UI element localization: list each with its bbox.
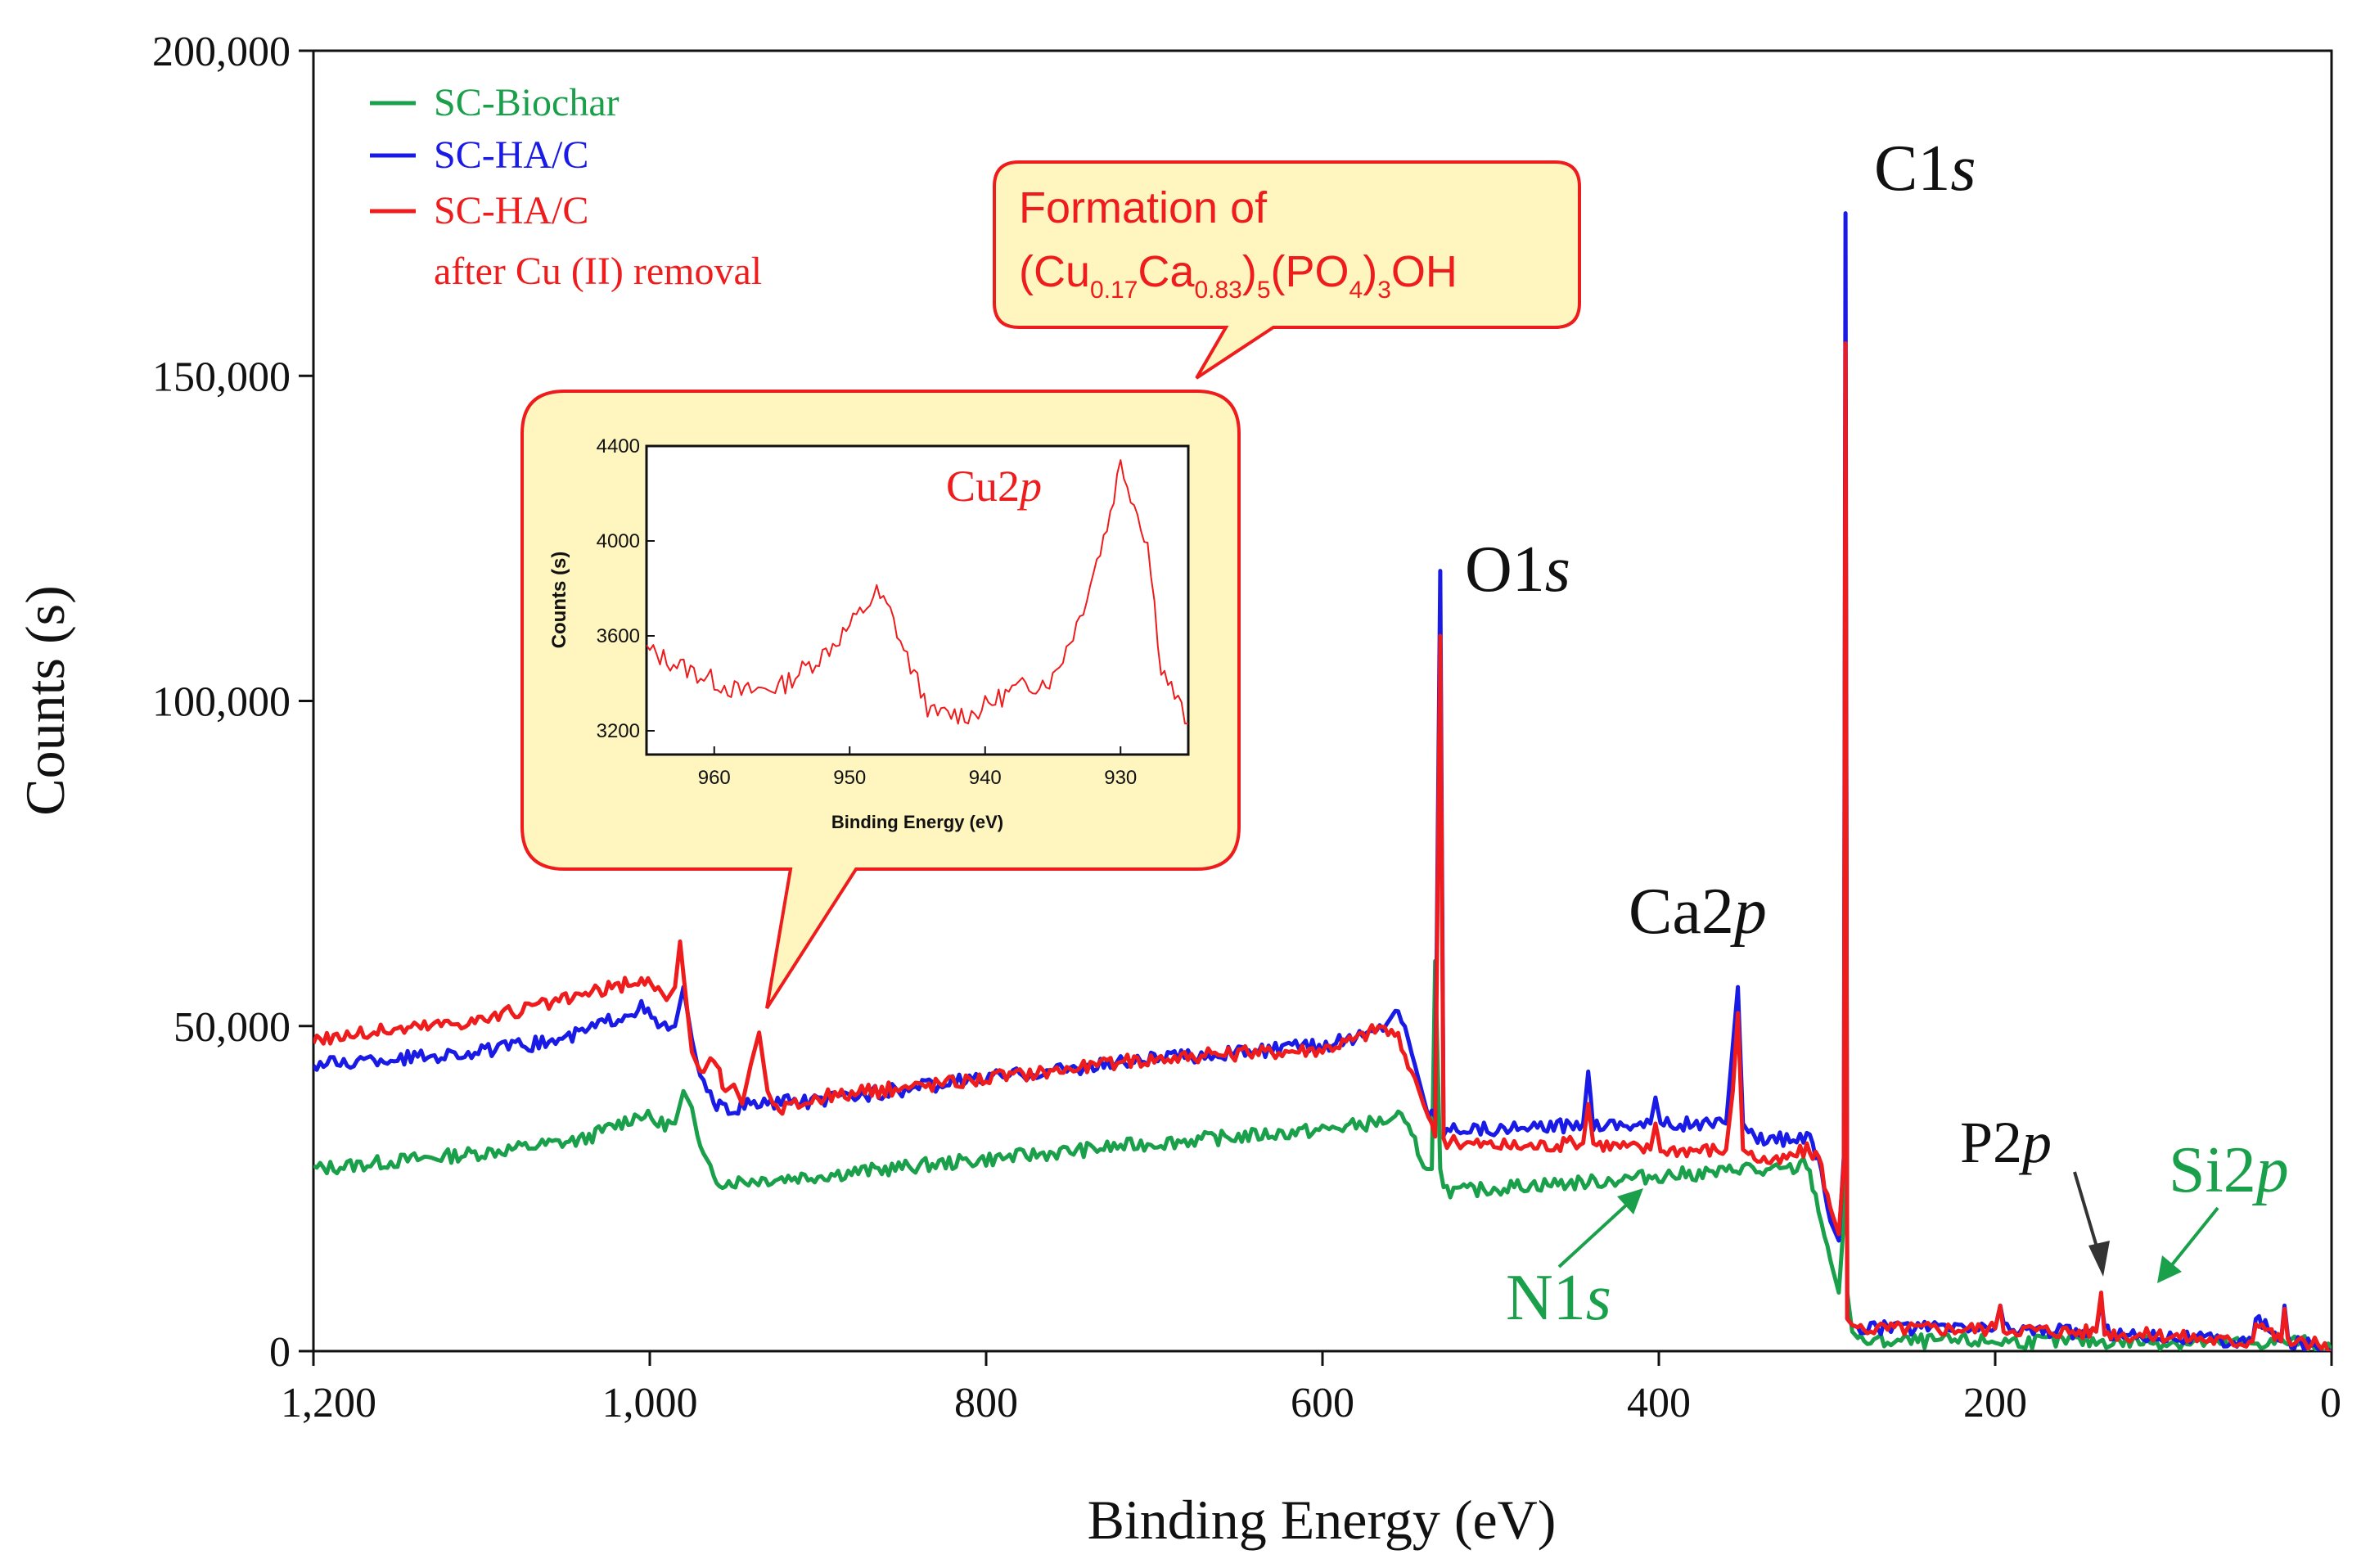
x-tick-label: 1,200	[281, 1380, 376, 1426]
inset-y-tick-label: 4400	[597, 435, 640, 457]
inset-x-axis-title: Binding Energy (eV)	[831, 812, 1003, 832]
formula-callout: Formation of (Cu0.17Ca0.83)5(PO4)3OH	[993, 160, 1581, 380]
y-axis-title: Counts (s)	[14, 585, 76, 815]
inset-y-tick-label: 3200	[597, 720, 640, 742]
y-tick-label: 150,000	[152, 354, 291, 400]
x-tick-label: 200	[1963, 1380, 2027, 1426]
peak-label-p2p: P2p	[1960, 1110, 2052, 1175]
series-line-2	[313, 341, 2332, 1351]
y-tick-label: 0	[269, 1329, 291, 1376]
x-tick-label: 0	[2320, 1380, 2341, 1426]
legend-label-sc-biochar: SC-Biochar	[434, 81, 620, 124]
inset-series-line-0	[647, 459, 1188, 725]
x-tick-label: 1,000	[602, 1380, 698, 1426]
inset-callout: 960 950 940 930 3200 3600 4000 4400 Binding Ene…	[520, 390, 1241, 1010]
p2p-arrow	[2073, 1171, 2110, 1277]
inset-series-group	[647, 459, 1188, 725]
legend-label-sc-ha-c-cu-line2: after Cu (II) removal	[434, 250, 762, 293]
peak-label-n1s: N1s	[1506, 1262, 1611, 1334]
peak-label-o1s: O1s	[1465, 534, 1570, 606]
inset-y-axis-title: Counts (s)	[548, 552, 570, 649]
peak-label-si2p: Si2p	[2169, 1134, 2289, 1206]
x-axis-title: Binding Energy (eV)	[1088, 1489, 1557, 1551]
inset-x-tick-label: 940	[969, 767, 1002, 789]
inset-y-tick-label: 3600	[597, 625, 640, 647]
series-group	[313, 211, 2332, 1351]
si2p-arrow	[2157, 1206, 2219, 1283]
inset-plot-area	[645, 444, 1190, 756]
legend: SC-Biochar SC-HA/C SC-HA/C after Cu (II)…	[370, 81, 762, 293]
peak-label-c1s: C1s	[1874, 133, 1976, 205]
legend-label-sc-ha-c: SC-HA/C	[434, 133, 588, 177]
x-tick-label: 600	[1291, 1380, 1354, 1426]
callout-formula: (Cu0.17Ca0.83)5(PO4)3OH	[1019, 247, 1458, 304]
peak-label-ca2p: Ca2p	[1629, 876, 1767, 948]
n1s-arrow	[1557, 1188, 1643, 1268]
y-tick-label: 100,000	[152, 679, 291, 726]
inset-x-tick-label: 960	[698, 767, 731, 789]
inset-y-tick-label: 4000	[597, 530, 640, 552]
x-tick-label: 400	[1627, 1380, 1691, 1426]
inset-x-tick-label: 950	[833, 767, 866, 789]
y-tick-label: 50,000	[173, 1004, 291, 1051]
series-line-0	[313, 373, 2332, 1351]
inset-axes-group: 960 950 940 930 3200 3600 4000 4400	[597, 435, 1138, 789]
axes-group: 1,200 1,000 800 600 400 200 0 0 50,000 100,000 150…	[152, 29, 2341, 1426]
inset-peak-label: Cu2p	[946, 462, 1042, 511]
callout-line-1: Formation of	[1019, 183, 1268, 232]
inset-x-tick-label: 930	[1104, 767, 1137, 789]
legend-label-sc-ha-c-cu-line1: SC-HA/C	[434, 189, 588, 232]
x-tick-label: 800	[954, 1380, 1018, 1426]
y-tick-label: 200,000	[152, 29, 291, 75]
